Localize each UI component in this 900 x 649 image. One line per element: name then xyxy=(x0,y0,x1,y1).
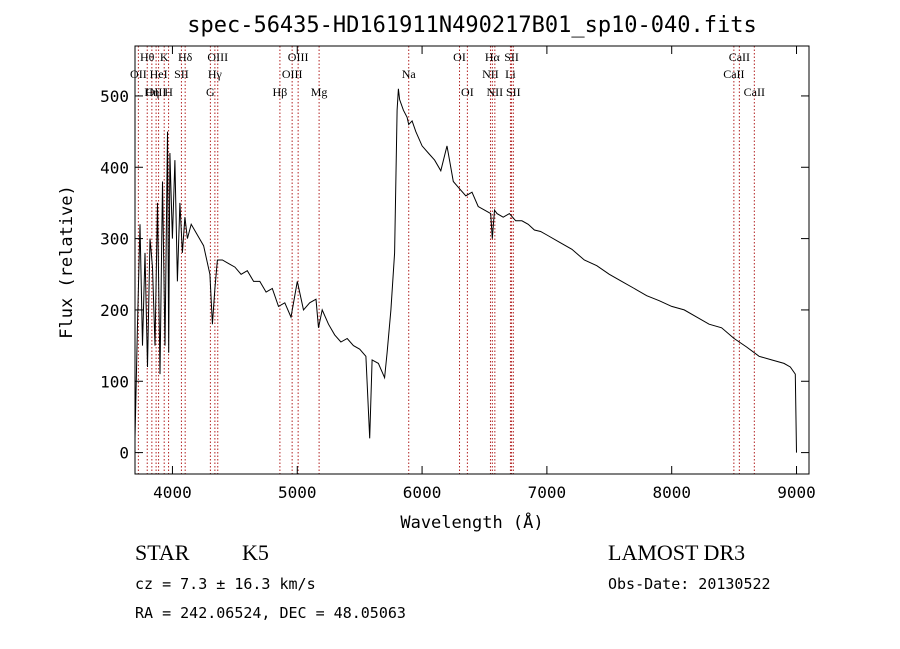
class-label: STAR xyxy=(135,540,190,565)
line-label-5: Hη xyxy=(144,85,159,99)
y-tick-label-0: 0 xyxy=(119,444,129,463)
line-label-10: Hγ xyxy=(208,67,223,81)
line-label-24: SII xyxy=(506,85,521,99)
line-label-11: G xyxy=(206,85,215,99)
x-tick-label-4: 8000 xyxy=(652,483,691,502)
line-label-21: NII xyxy=(487,85,504,99)
line-label-2: OIII xyxy=(146,85,167,99)
line-label-13: OIII xyxy=(288,50,309,64)
line-label-0: Hθ xyxy=(140,50,155,64)
cz-label: cz = 7.3 ± 16.3 km/s xyxy=(135,575,316,593)
line-label-17: OI xyxy=(453,50,466,64)
y-tick-label-2: 200 xyxy=(100,301,129,320)
chart-title: spec-56435-HD161911N490217B01_sp10-040.f… xyxy=(187,13,757,38)
line-label-22: SII xyxy=(504,50,519,64)
line-label-20: NII xyxy=(482,67,499,81)
line-label-18: OI xyxy=(461,85,474,99)
y-tick-label-5: 500 xyxy=(100,87,129,106)
y-tick-label-3: 300 xyxy=(100,230,129,249)
x-tick-label-1: 5000 xyxy=(278,483,317,502)
line-label-4: HeI xyxy=(150,67,168,81)
line-label-12: Hβ xyxy=(273,85,288,99)
line-label-16: Na xyxy=(402,67,417,81)
x-tick-label-0: 4000 xyxy=(153,483,192,502)
series-group xyxy=(134,88,797,453)
line-label-26: CaII xyxy=(723,67,744,81)
x-tick-label-3: 7000 xyxy=(528,483,567,502)
line-label-8: Hδ xyxy=(178,50,193,64)
survey-label: LAMOST DR3 xyxy=(608,540,746,565)
obs-date-label: Obs-Date: 20130522 xyxy=(608,575,771,593)
line-label-1: OII xyxy=(130,67,147,81)
y-tick-label-1: 100 xyxy=(100,372,129,391)
axis-ticks: 4000 5000 6000 7000 8000 9000 0 100 200 300 400 500 xyxy=(100,46,816,502)
marker-lines xyxy=(137,46,755,474)
plot-frame xyxy=(134,45,810,475)
line-label-15: Mg xyxy=(311,85,328,99)
x-axis-label: Wavelength (Å) xyxy=(400,511,543,533)
line-label-3: K xyxy=(160,50,169,64)
line-label-6: SII xyxy=(174,67,189,81)
line-label-19: Hα xyxy=(485,50,501,64)
y-axis-label: Flux (relative) xyxy=(57,185,77,339)
line-label-14: OIII xyxy=(282,67,303,81)
line-label-7: H xyxy=(164,85,173,99)
x-tick-label-5: 9000 xyxy=(777,483,816,502)
line-label-23: Li xyxy=(505,67,516,81)
line-label-9: OIII xyxy=(207,50,228,64)
x-tick-label-2: 6000 xyxy=(403,483,442,502)
series-line-0 xyxy=(134,88,797,453)
y-tick-label-4: 400 xyxy=(100,158,129,177)
subclass-label: K5 xyxy=(242,540,269,565)
radec-label: RA = 242.06524, DEC = 48.05063 xyxy=(135,604,406,622)
line-label-27: CaII xyxy=(744,85,765,99)
line-label-25: CaII xyxy=(729,50,750,64)
